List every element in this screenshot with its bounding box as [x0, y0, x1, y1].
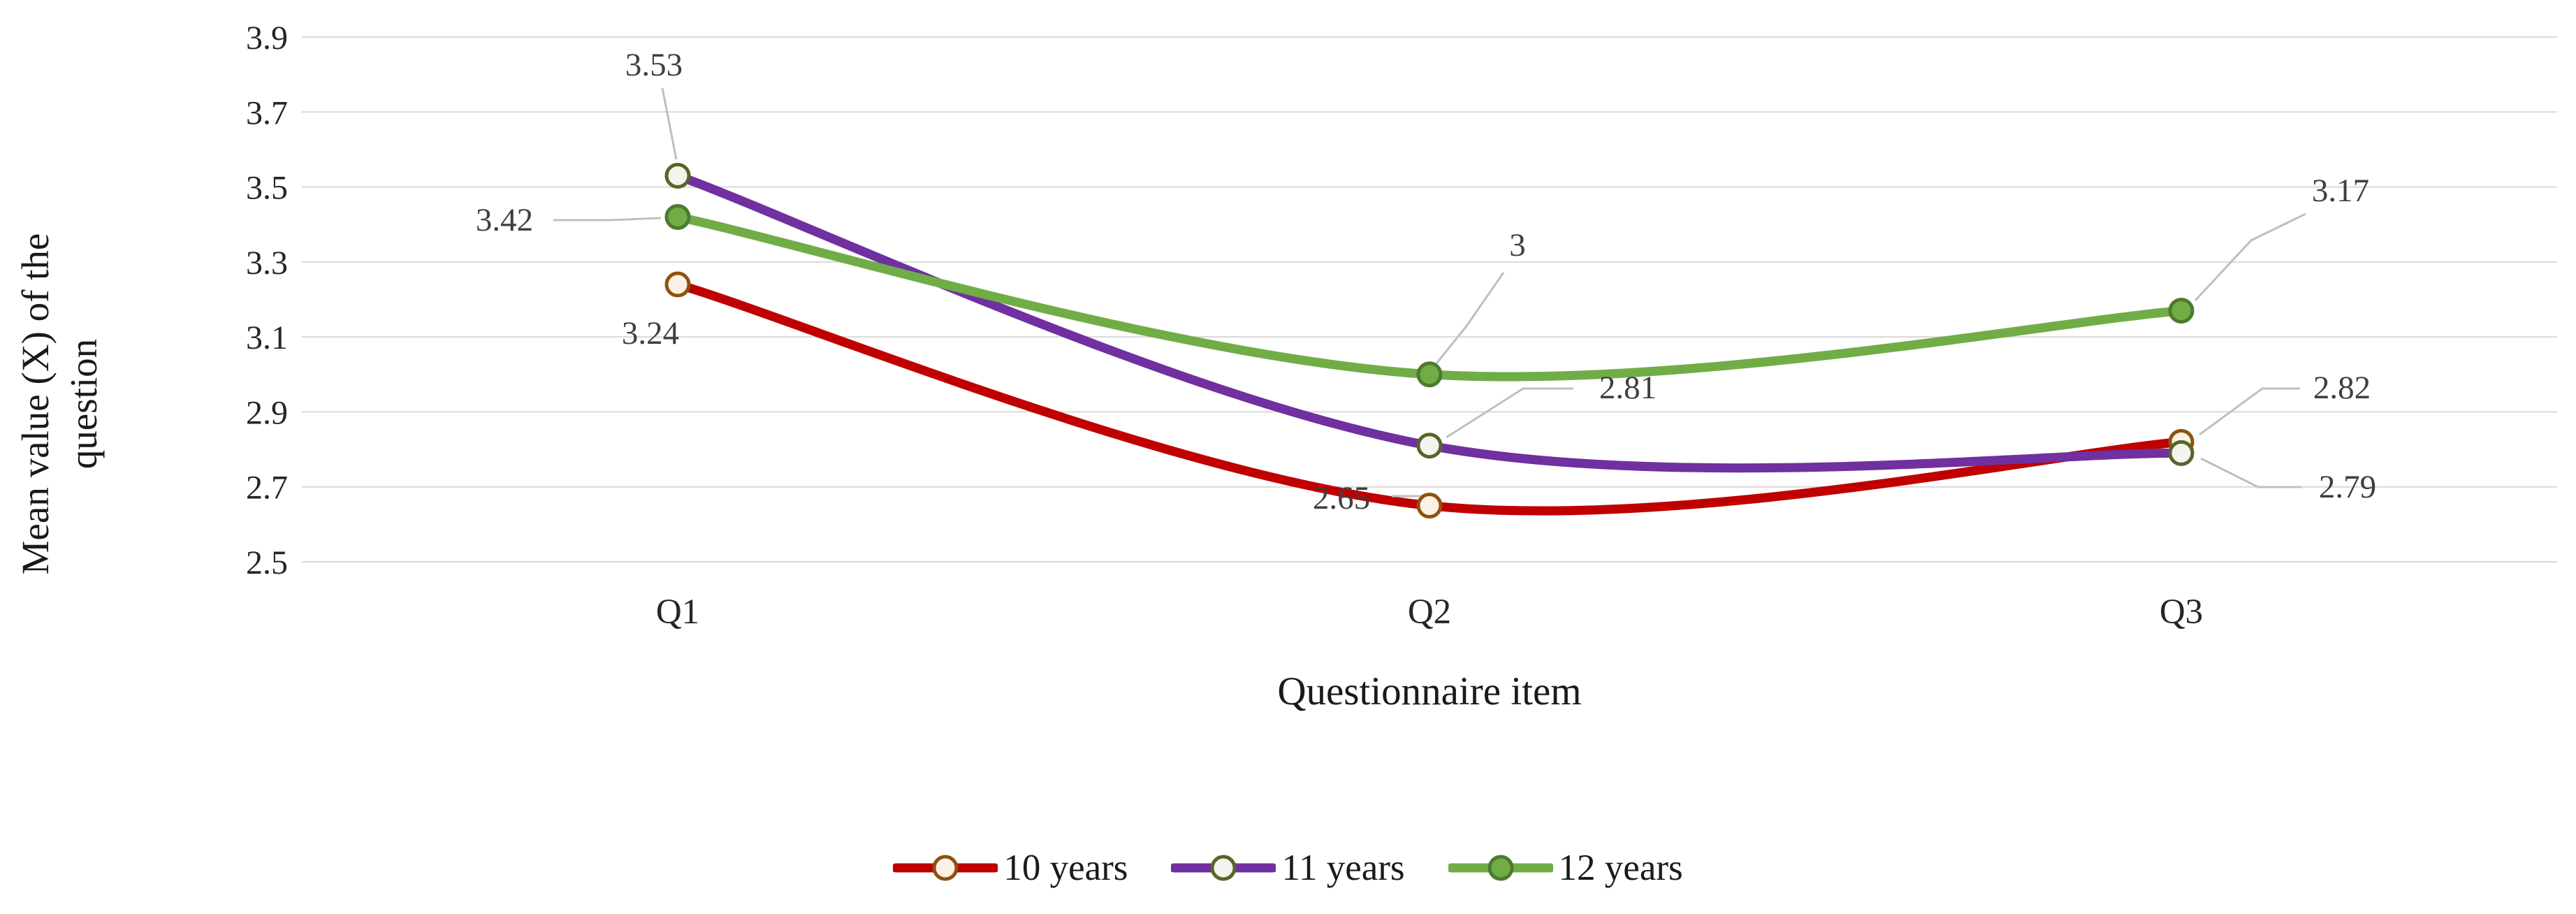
marker-11-years-Q3 — [2168, 440, 2195, 466]
legend-label-10-years: 10 years — [1003, 848, 1128, 888]
marker-10-years-Q1 — [664, 271, 691, 298]
legend-item-12-years: 12 years — [1448, 847, 1683, 889]
legend-label-11-years: 11 years — [1281, 848, 1405, 888]
x-axis-title: Questionnaire item — [1277, 669, 1581, 713]
data-label-leader — [1446, 387, 1573, 439]
legend-label-12-years: 12 years — [1558, 848, 1683, 888]
legend: 10 years 11 years 12 years — [0, 847, 2576, 889]
data-label-12-years-Q2: 3 — [1509, 227, 1526, 263]
data-label-leader — [553, 217, 662, 222]
data-label-10-years-Q1: 3.24 — [622, 315, 679, 351]
data-label-leader — [2194, 212, 2306, 302]
marker-12-years-Q3 — [2168, 298, 2195, 324]
marker-12-years-Q2 — [1416, 361, 1443, 388]
legend-line-marker-10-years — [893, 855, 998, 881]
data-label-10-years-Q3: 2.82 — [2313, 370, 2371, 406]
data-label-leader — [661, 87, 678, 160]
x-axis-category-label: Q2 — [1408, 593, 1451, 632]
data-label-10-years-Q2: 2.65 — [1313, 480, 1370, 516]
y-axis-tick-label: 3.7 — [246, 94, 288, 131]
marker-11-years-Q1 — [664, 162, 691, 189]
y-axis-tick-label: 3.9 — [246, 20, 288, 57]
series-line-11-years — [673, 171, 2186, 473]
legend-item-11-years: 11 years — [1171, 847, 1405, 889]
data-label-11-years-Q2: 2.81 — [1599, 370, 1657, 406]
y-axis-tick-label: 3.5 — [246, 170, 288, 207]
y-axis-tick-label: 3.1 — [246, 319, 288, 356]
data-label-11-years-Q3: 2.79 — [2319, 469, 2376, 505]
legend-item-10-years: 10 years — [893, 847, 1128, 889]
data-label-11-years-Q1: 3.53 — [625, 47, 683, 83]
y-axis-tick-label: 2.9 — [246, 394, 288, 431]
legend-line-marker-11-years — [1171, 855, 1276, 881]
data-label-leader — [2199, 387, 2300, 436]
marker-10-years-Q2 — [1416, 493, 1443, 519]
y-axis-tick-label: 3.3 — [246, 245, 288, 282]
plot-area: 3.9 3.7 3.5 3.3 3.1 2.9 2.7 2.5 Q1 Q2 Q3 Questionna… — [246, 20, 2557, 713]
data-label-12-years-Q1: 3.42 — [476, 202, 533, 238]
series-line-10-years — [673, 280, 2186, 516]
marker-11-years-Q2 — [1416, 433, 1443, 459]
data-label-leader — [2200, 457, 2301, 488]
y-axis-tick-label: 2.7 — [246, 470, 288, 507]
x-axis-category-label: Q3 — [2160, 593, 2203, 632]
series-line-12-years — [673, 212, 2186, 382]
x-axis-category-label: Q1 — [656, 593, 699, 632]
legend-line-marker-12-years — [1448, 855, 1553, 881]
y-axis-tick-label: 2.5 — [246, 544, 288, 581]
data-label-leader — [1435, 272, 1505, 364]
marker-12-years-Q1 — [664, 203, 691, 230]
data-label-12-years-Q3: 3.17 — [2312, 173, 2369, 209]
